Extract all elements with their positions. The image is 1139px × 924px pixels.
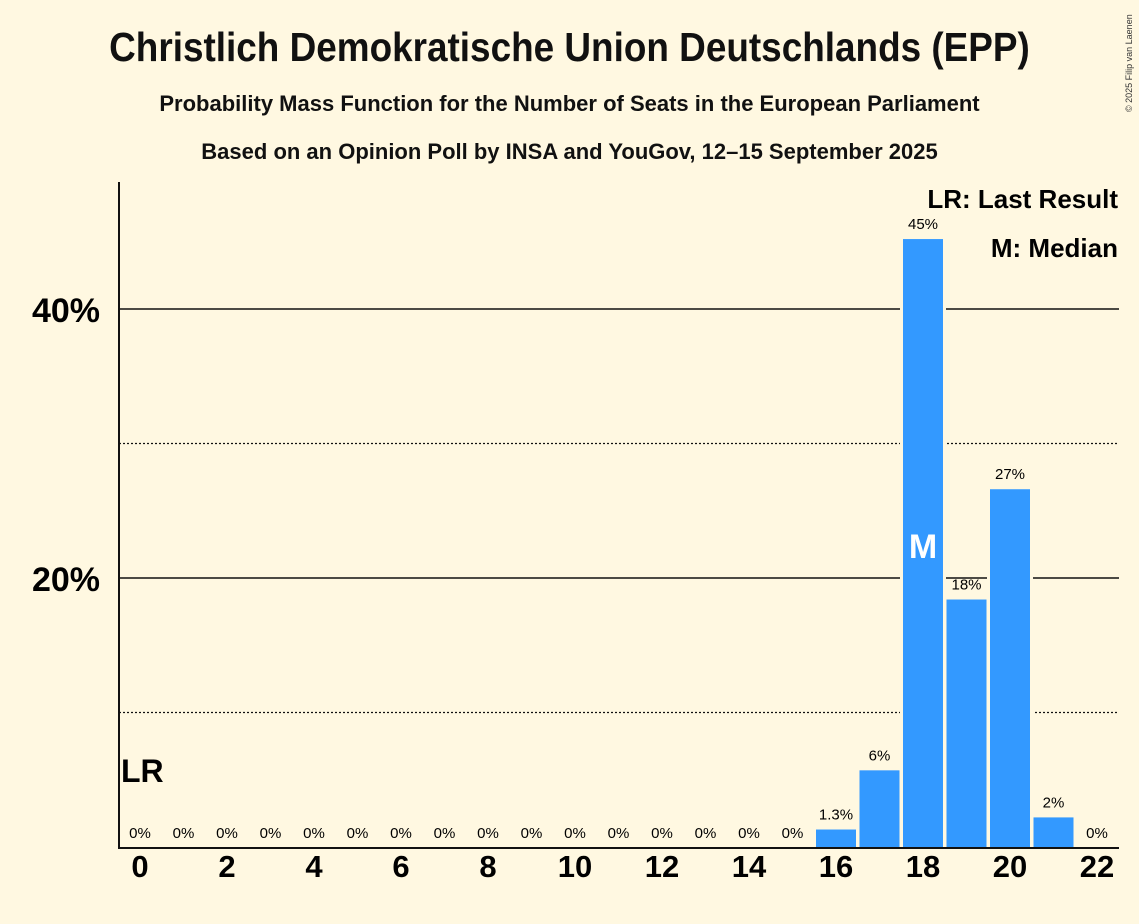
bar-value-label: 27%: [995, 466, 1025, 483]
bar-value-label: 6%: [869, 747, 891, 764]
x-tick-label: 20: [993, 849, 1027, 884]
bar: [903, 239, 943, 847]
bar-value-label: 45%: [908, 216, 938, 233]
bar-value-label: 0%: [695, 825, 717, 842]
legend-median: M: Median: [991, 233, 1118, 263]
bar-value-label: 0%: [608, 825, 630, 842]
bar-value-label: 0%: [390, 825, 412, 842]
x-tick-label: 0: [131, 849, 148, 884]
bar: [816, 829, 856, 847]
x-tick-label: 12: [645, 849, 679, 884]
bar-value-label: 18%: [951, 577, 981, 594]
bar-value-label: 1.3%: [819, 807, 853, 824]
bar-value-label: 0%: [477, 825, 499, 842]
bar-value-label: 0%: [260, 825, 282, 842]
median-marker: M: [909, 528, 937, 566]
bar-value-label: 0%: [564, 825, 586, 842]
y-tick-label: 20%: [32, 561, 100, 599]
bar-value-label: 0%: [303, 825, 325, 842]
x-tick-label: 22: [1080, 849, 1114, 884]
bar: [990, 489, 1030, 847]
bar-value-label: 0%: [521, 825, 543, 842]
x-tick-label: 16: [819, 849, 853, 884]
bar-value-label: 0%: [1086, 825, 1108, 842]
bar-value-label: 0%: [347, 825, 369, 842]
bar-value-label: 2%: [1043, 794, 1065, 811]
bar-value-label: 0%: [651, 825, 673, 842]
x-tick-label: 8: [479, 849, 496, 884]
x-tick-label: 10: [558, 849, 592, 884]
bar-value-label: 0%: [129, 825, 151, 842]
bar: [1033, 817, 1074, 847]
x-tick-label: 6: [392, 849, 409, 884]
chart-subtitle: Probability Mass Function for the Number…: [159, 91, 980, 116]
legend-last-result: LR: Last Result: [927, 184, 1118, 214]
x-tick-label: 14: [732, 849, 767, 884]
x-tick-label: 2: [218, 849, 235, 884]
last-result-marker: LR: [121, 753, 164, 789]
y-tick-label: 40%: [32, 292, 100, 330]
chart-title: Christlich Demokratische Union Deutschla…: [109, 24, 1030, 70]
bar-value-label: 0%: [216, 825, 238, 842]
bar-value-label: 0%: [173, 825, 195, 842]
x-tick-label: 18: [906, 849, 940, 884]
bar-value-label: 0%: [738, 825, 760, 842]
bar: [859, 770, 900, 847]
x-tick-label: 4: [305, 849, 323, 884]
bar-value-label: 0%: [782, 825, 804, 842]
chart-source: Based on an Opinion Poll by INSA and You…: [201, 139, 938, 164]
bar-value-label: 0%: [434, 825, 456, 842]
bar: [946, 599, 987, 847]
